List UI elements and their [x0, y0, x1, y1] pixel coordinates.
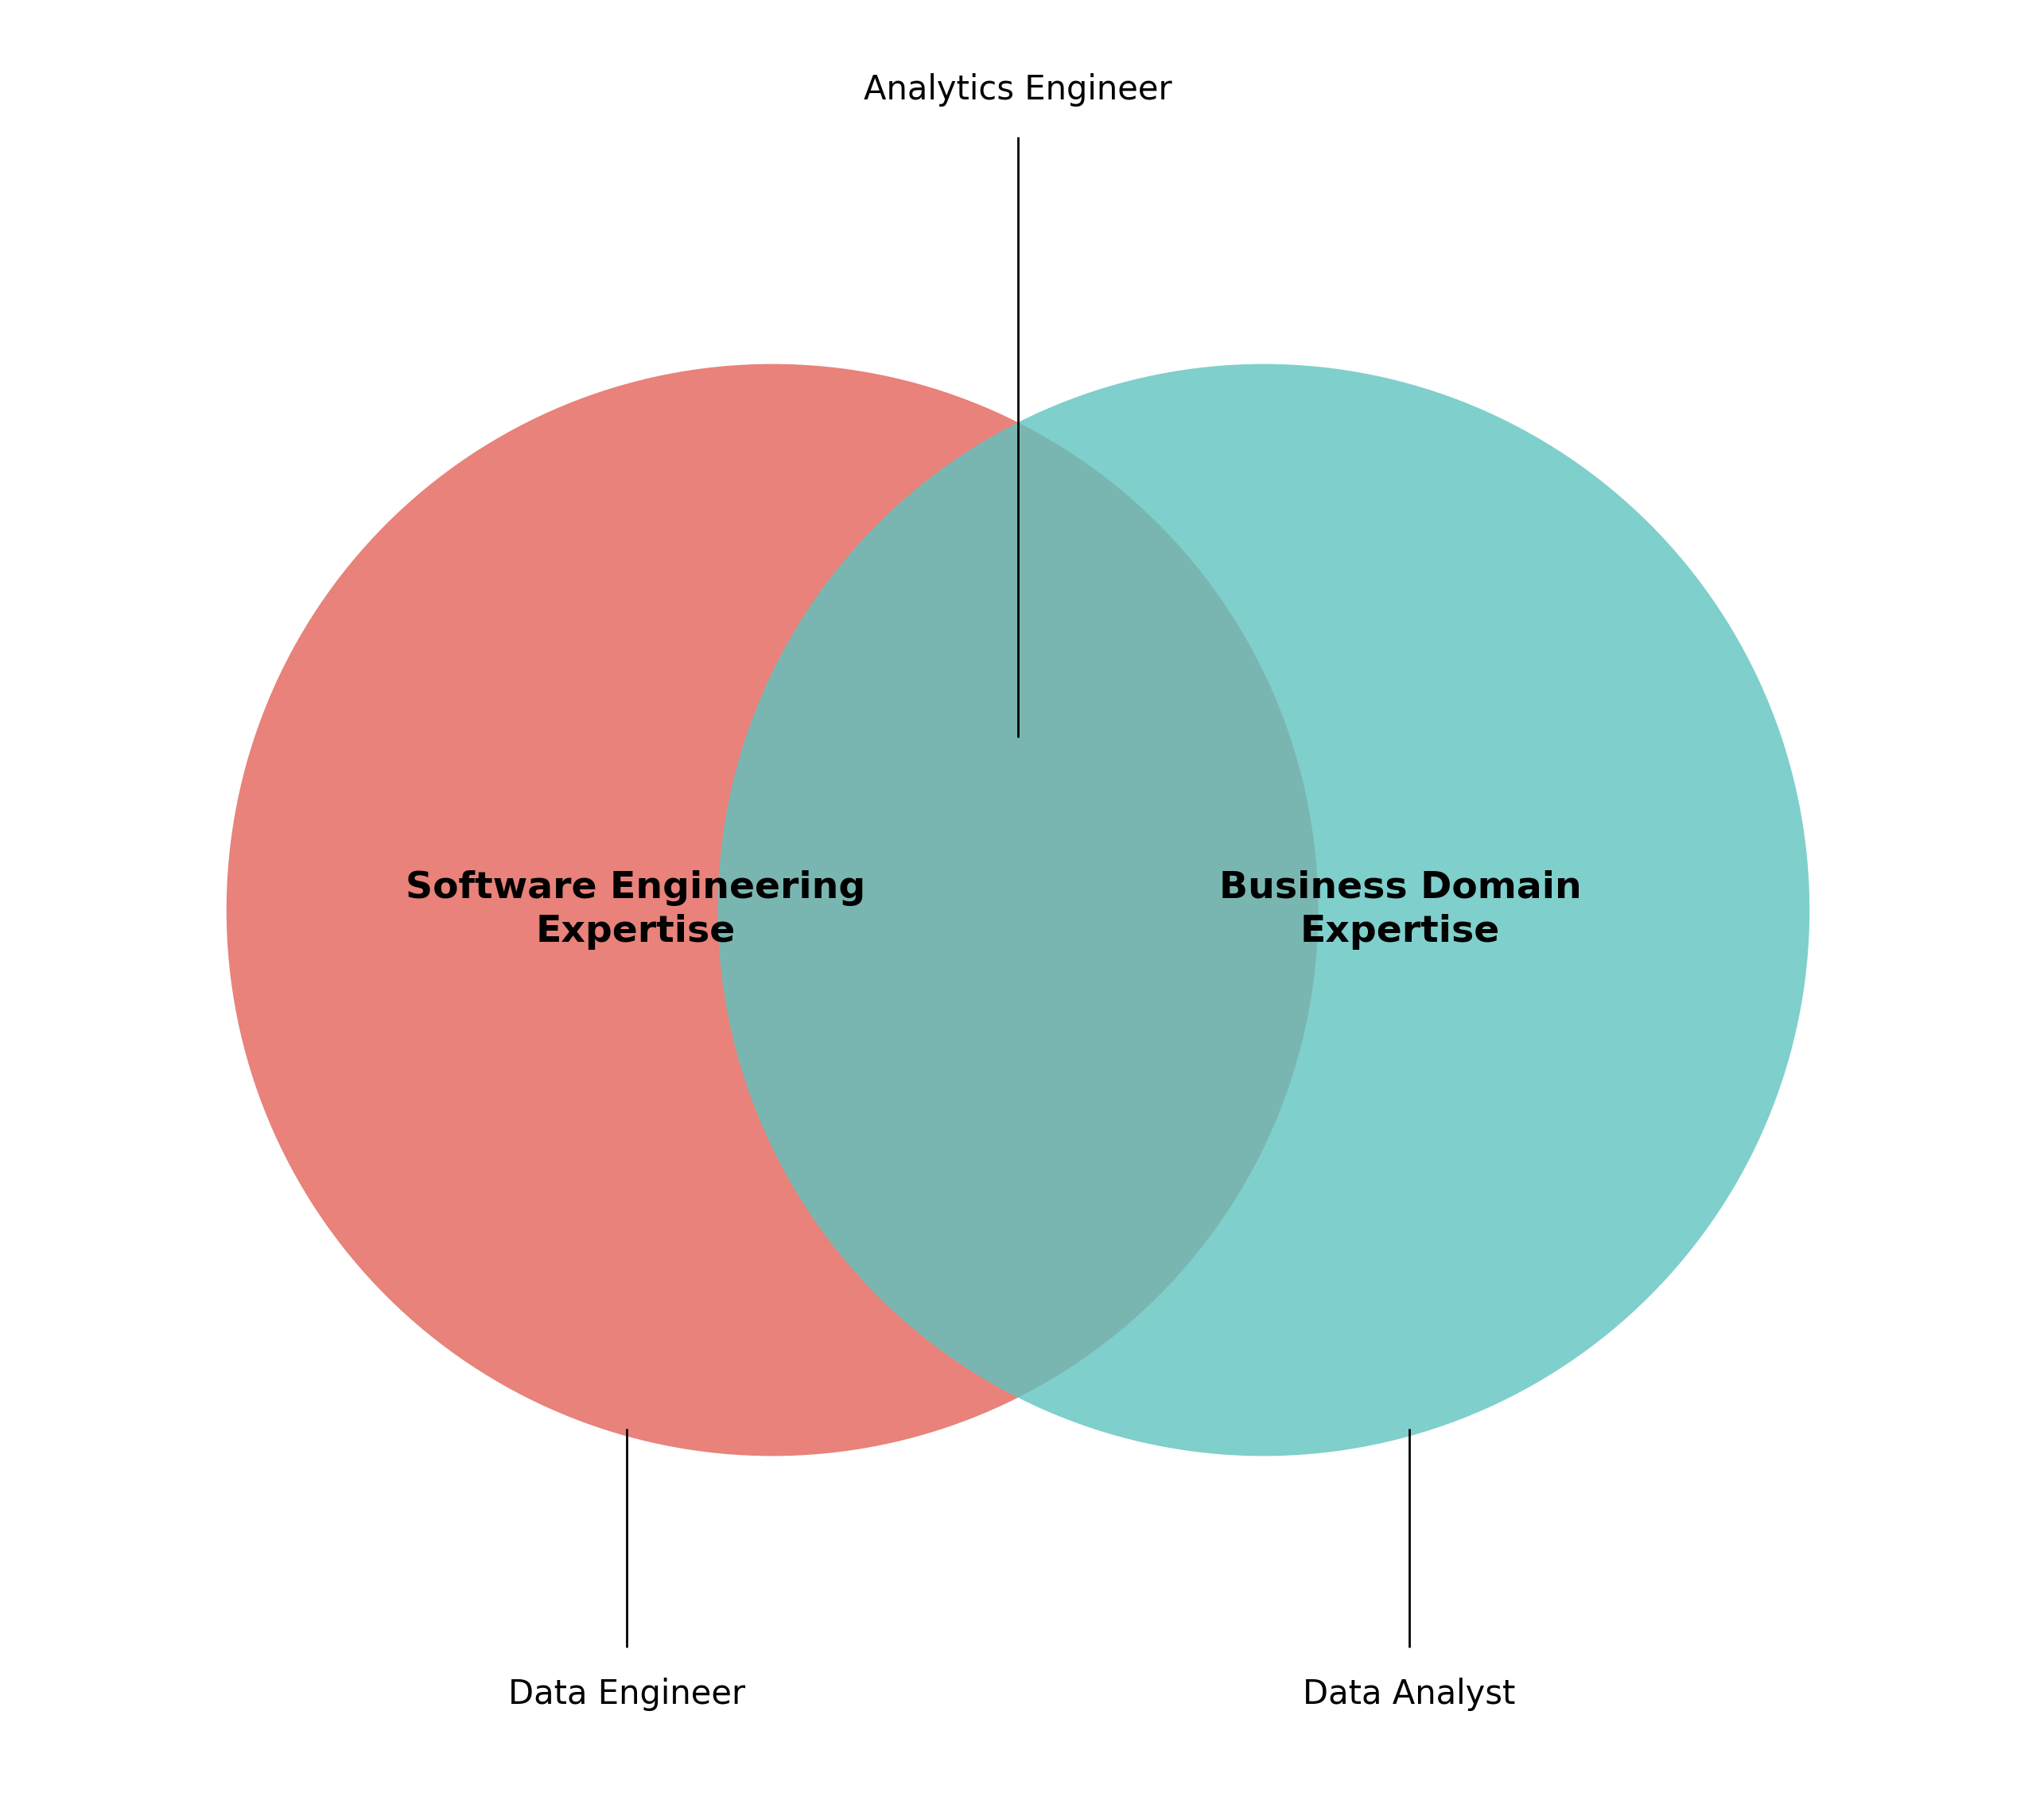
Text: Data Analyst: Data Analyst [1303, 1678, 1515, 1711]
Circle shape [226, 364, 1317, 1456]
Text: Business Domain
Expertise: Business Domain Expertise [1220, 870, 1582, 950]
Circle shape [719, 364, 1810, 1456]
Text: Software Engineering
Expertise: Software Engineering Expertise [405, 870, 865, 950]
Text: Analytics Engineer: Analytics Engineer [863, 73, 1173, 106]
Text: Data Engineer: Data Engineer [509, 1678, 745, 1711]
